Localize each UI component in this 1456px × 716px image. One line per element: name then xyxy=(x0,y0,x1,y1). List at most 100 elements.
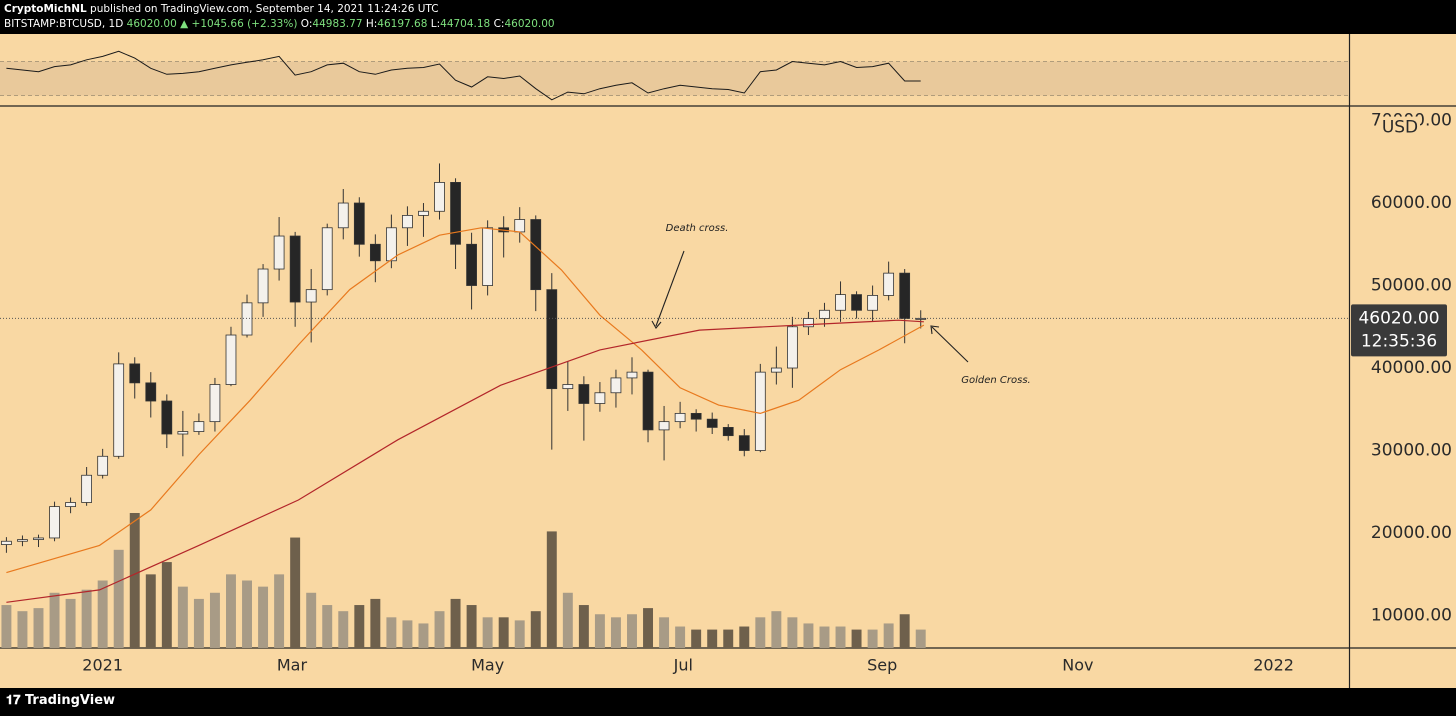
annotation: Death cross. xyxy=(666,223,729,234)
volume-bar xyxy=(915,629,926,648)
volume-bar xyxy=(835,626,846,648)
volume-bar xyxy=(755,617,766,648)
candle-body xyxy=(674,412,686,423)
header: CryptoMichNL published on TradingView.co… xyxy=(4,2,555,32)
volume-bar xyxy=(370,598,381,648)
volume-bar xyxy=(161,562,172,648)
volume-bar xyxy=(1,605,12,648)
currency-box xyxy=(1380,116,1420,139)
volume-bar xyxy=(242,580,252,648)
candle-body xyxy=(851,294,862,311)
volume-bar xyxy=(354,605,365,648)
moving-average xyxy=(6,319,924,603)
candle-body xyxy=(770,367,782,373)
volume-bar xyxy=(627,614,637,648)
volume-bar xyxy=(113,549,124,648)
arrow xyxy=(655,250,685,327)
ohlc-label: C: xyxy=(493,18,505,30)
volume-bar xyxy=(562,592,573,648)
arrow-head xyxy=(651,320,662,329)
candle-body xyxy=(33,537,44,541)
arrow-head xyxy=(930,325,940,335)
candle-body xyxy=(321,227,333,291)
candle-body xyxy=(610,377,622,394)
y-tick-label: 40000.00 xyxy=(1371,358,1452,378)
candle-body xyxy=(722,427,734,437)
volume-bar xyxy=(177,586,188,648)
x-tick-label: Sep xyxy=(867,656,897,675)
candle-body xyxy=(97,455,109,476)
volume-bar xyxy=(290,537,301,648)
volume-bar xyxy=(258,586,269,648)
candle-body xyxy=(193,421,205,432)
published: published on TradingView.com, September … xyxy=(90,3,439,15)
ohlc-value: 44983.77 xyxy=(312,18,363,30)
candle-body xyxy=(1,540,12,545)
candle-body xyxy=(225,334,237,385)
annotation: Golden Cross. xyxy=(961,375,1030,386)
candle-body xyxy=(867,295,878,311)
last-price-label: 46020.00 xyxy=(1358,308,1439,328)
volume-bar xyxy=(434,611,445,648)
volume-bar xyxy=(787,617,798,648)
candle-body xyxy=(706,418,718,428)
last: 46020.00 xyxy=(126,18,177,30)
x-tick-label: 2021 xyxy=(82,656,123,675)
volume-bar xyxy=(129,513,140,648)
volume-bar xyxy=(851,629,862,648)
candle-body xyxy=(257,268,269,304)
ohlc: O:44983.77 H:46197.68 L:44704.18 C:46020… xyxy=(301,18,555,30)
ohlc-label: O: xyxy=(300,18,313,30)
volume-bar xyxy=(867,629,878,648)
ohlc-value: 46020.00 xyxy=(504,18,555,30)
candle-body xyxy=(626,371,638,379)
annotations: Death cross. Golden Cross. xyxy=(651,223,1031,386)
candle-body xyxy=(369,243,381,262)
candle-body xyxy=(466,243,477,286)
volume-bar xyxy=(514,620,525,648)
candle-body xyxy=(690,412,702,420)
ohlc-label: H: xyxy=(365,18,378,30)
candle-body xyxy=(17,539,28,542)
publish-line: CryptoMichNL published on TradingView.co… xyxy=(4,2,555,17)
volume-bar xyxy=(691,629,702,648)
symbol: BITSTAMP:BTCUSD, 1D xyxy=(4,18,124,30)
volume-bar xyxy=(49,592,60,648)
last-price-box xyxy=(1351,304,1447,357)
volume-bar xyxy=(33,608,44,648)
candle-body xyxy=(562,384,574,390)
volume-bar xyxy=(578,605,589,648)
rsi-band xyxy=(0,61,1349,96)
volume-bar xyxy=(466,605,477,648)
y-tick-label: 60000.00 xyxy=(1371,193,1452,213)
y-tick-label: 20000.00 xyxy=(1371,523,1452,543)
volume-bar xyxy=(819,626,830,648)
candle-body xyxy=(787,326,798,369)
volume-bar xyxy=(17,611,28,648)
volume-bar xyxy=(65,598,76,648)
volume-bar xyxy=(659,617,670,648)
volume-bar xyxy=(899,614,910,648)
candle-body xyxy=(883,272,895,296)
x-tick-label: 2022 xyxy=(1253,656,1294,675)
candle-body xyxy=(899,272,911,319)
candle-body xyxy=(386,227,397,262)
candle-body xyxy=(803,318,814,328)
candle-body xyxy=(482,227,494,286)
volume-bar xyxy=(498,617,509,648)
candle-body xyxy=(209,384,221,423)
volume-bar xyxy=(883,623,894,648)
volume-bar xyxy=(723,629,734,648)
volume-bar xyxy=(145,574,156,648)
candle-body xyxy=(129,363,141,384)
candle-body xyxy=(241,302,253,336)
volume-bar xyxy=(707,629,718,648)
volume-bar xyxy=(610,617,621,648)
volume-bar xyxy=(274,574,285,648)
candle-body xyxy=(337,202,349,229)
candle-body xyxy=(161,400,173,435)
quote-line: BITSTAMP:BTCUSD, 1D 46020.00 ▲ +1045.66 … xyxy=(4,18,555,30)
x-tick-label: May xyxy=(471,656,504,675)
volume-bar xyxy=(418,623,429,648)
